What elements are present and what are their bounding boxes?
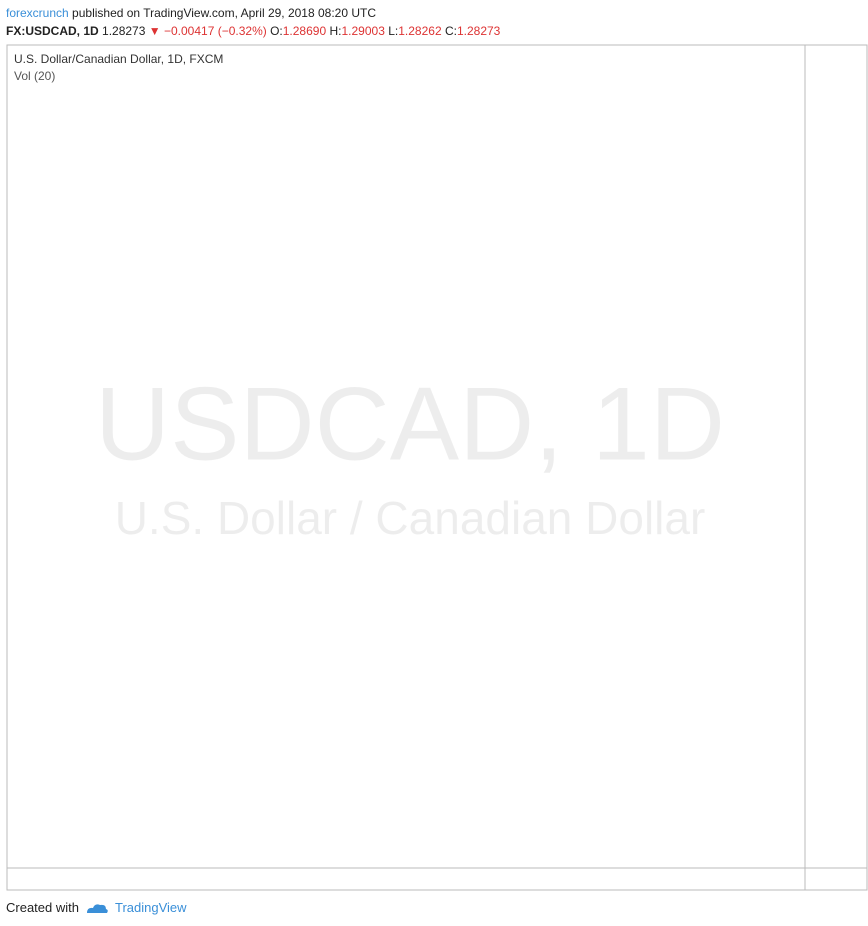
chart-title: U.S. Dollar/Canadian Dollar, 1D, FXCM (14, 52, 223, 66)
brand: TradingView (114, 900, 187, 915)
h-label: H: (329, 24, 342, 38)
symbol: FX:USDCAD, 1D (6, 24, 99, 38)
logo (86, 903, 108, 913)
published: published on TradingView.com, April 29, … (72, 6, 377, 20)
volume-label: Vol (20) (14, 69, 55, 83)
frame (6, 44, 868, 891)
c: 1.28273 (456, 24, 501, 38)
arrow: ▼ (148, 24, 161, 38)
last: 1.28273 (102, 24, 146, 38)
chart: USDCAD, 1D U.S. Dollar / Canadian Dollar… (6, 44, 868, 891)
l-label: L: (388, 24, 399, 38)
h: 1.29003 (341, 24, 385, 38)
c-label: C: (444, 24, 457, 38)
created-with: Created with (6, 900, 79, 915)
header: forexcrunch published on TradingView.com… (6, 4, 500, 40)
author: forexcrunch (6, 6, 69, 20)
watermark-sub: U.S. Dollar / Canadian Dollar (115, 492, 706, 544)
watermark: USDCAD, 1D (95, 366, 725, 482)
l: 1.28262 (398, 24, 442, 38)
footer: Created with TradingView (6, 900, 187, 915)
o: 1.28690 (282, 24, 327, 38)
change: −0.00417 (−0.32%) (163, 24, 267, 38)
o-label: O: (270, 24, 283, 38)
